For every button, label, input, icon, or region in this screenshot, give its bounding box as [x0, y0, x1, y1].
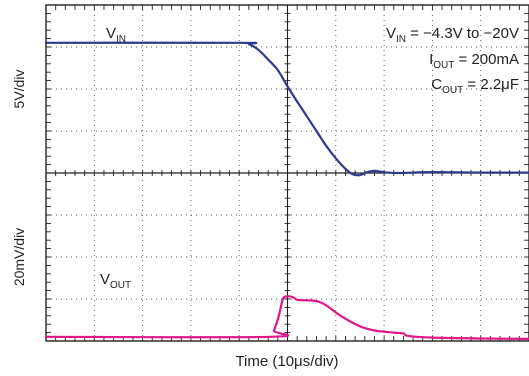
panel1-ylabel: 5V/div [11, 70, 27, 109]
graticule [46, 5, 529, 341]
annotation-line-iout: IOUT = 200mA [429, 51, 519, 71]
annotation-line-vin: VIN = −4.3V to −20V [386, 25, 519, 45]
panel1-series-0-trace [44, 41, 529, 177]
x-axis-label: Time (10μs/div) [235, 353, 338, 370]
traces [44, 41, 529, 340]
series-label-vin: VIN [106, 25, 126, 45]
panel2-series-0-trace [44, 295, 529, 340]
series-label-vout: VOUT [100, 271, 131, 291]
panel2-ylabel: 20mV/div [11, 228, 27, 286]
conditions-annotation: VIN = −4.3V to −20V IOUT = 200mA COUT = … [386, 25, 519, 96]
annotation-line-cout: COUT = 2.2μF [431, 76, 519, 96]
